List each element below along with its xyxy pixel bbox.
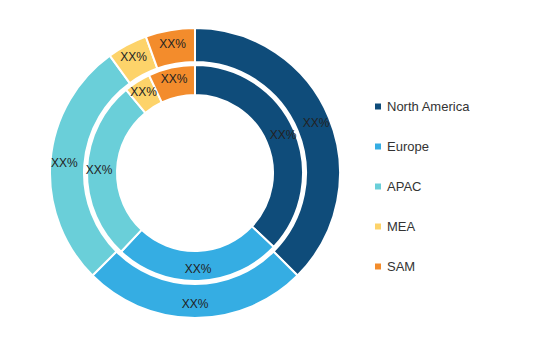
svg-text:XX%: XX% <box>182 297 209 311</box>
svg-text:MEA: MEA <box>387 219 416 234</box>
svg-text:XX%: XX% <box>161 72 188 86</box>
svg-text:XX%: XX% <box>159 37 186 51</box>
svg-text:XX%: XX% <box>120 50 147 64</box>
svg-text:SAM: SAM <box>387 259 415 274</box>
svg-text:North America: North America <box>387 99 470 114</box>
svg-text:XX%: XX% <box>130 85 157 99</box>
svg-text:XX%: XX% <box>185 262 212 276</box>
svg-text:XX%: XX% <box>303 116 330 130</box>
svg-text:APAC: APAC <box>387 179 421 194</box>
svg-text:XX%: XX% <box>51 156 78 170</box>
svg-text:Europe: Europe <box>387 139 429 154</box>
svg-text:XX%: XX% <box>86 163 113 177</box>
svg-text:XX%: XX% <box>270 128 297 142</box>
